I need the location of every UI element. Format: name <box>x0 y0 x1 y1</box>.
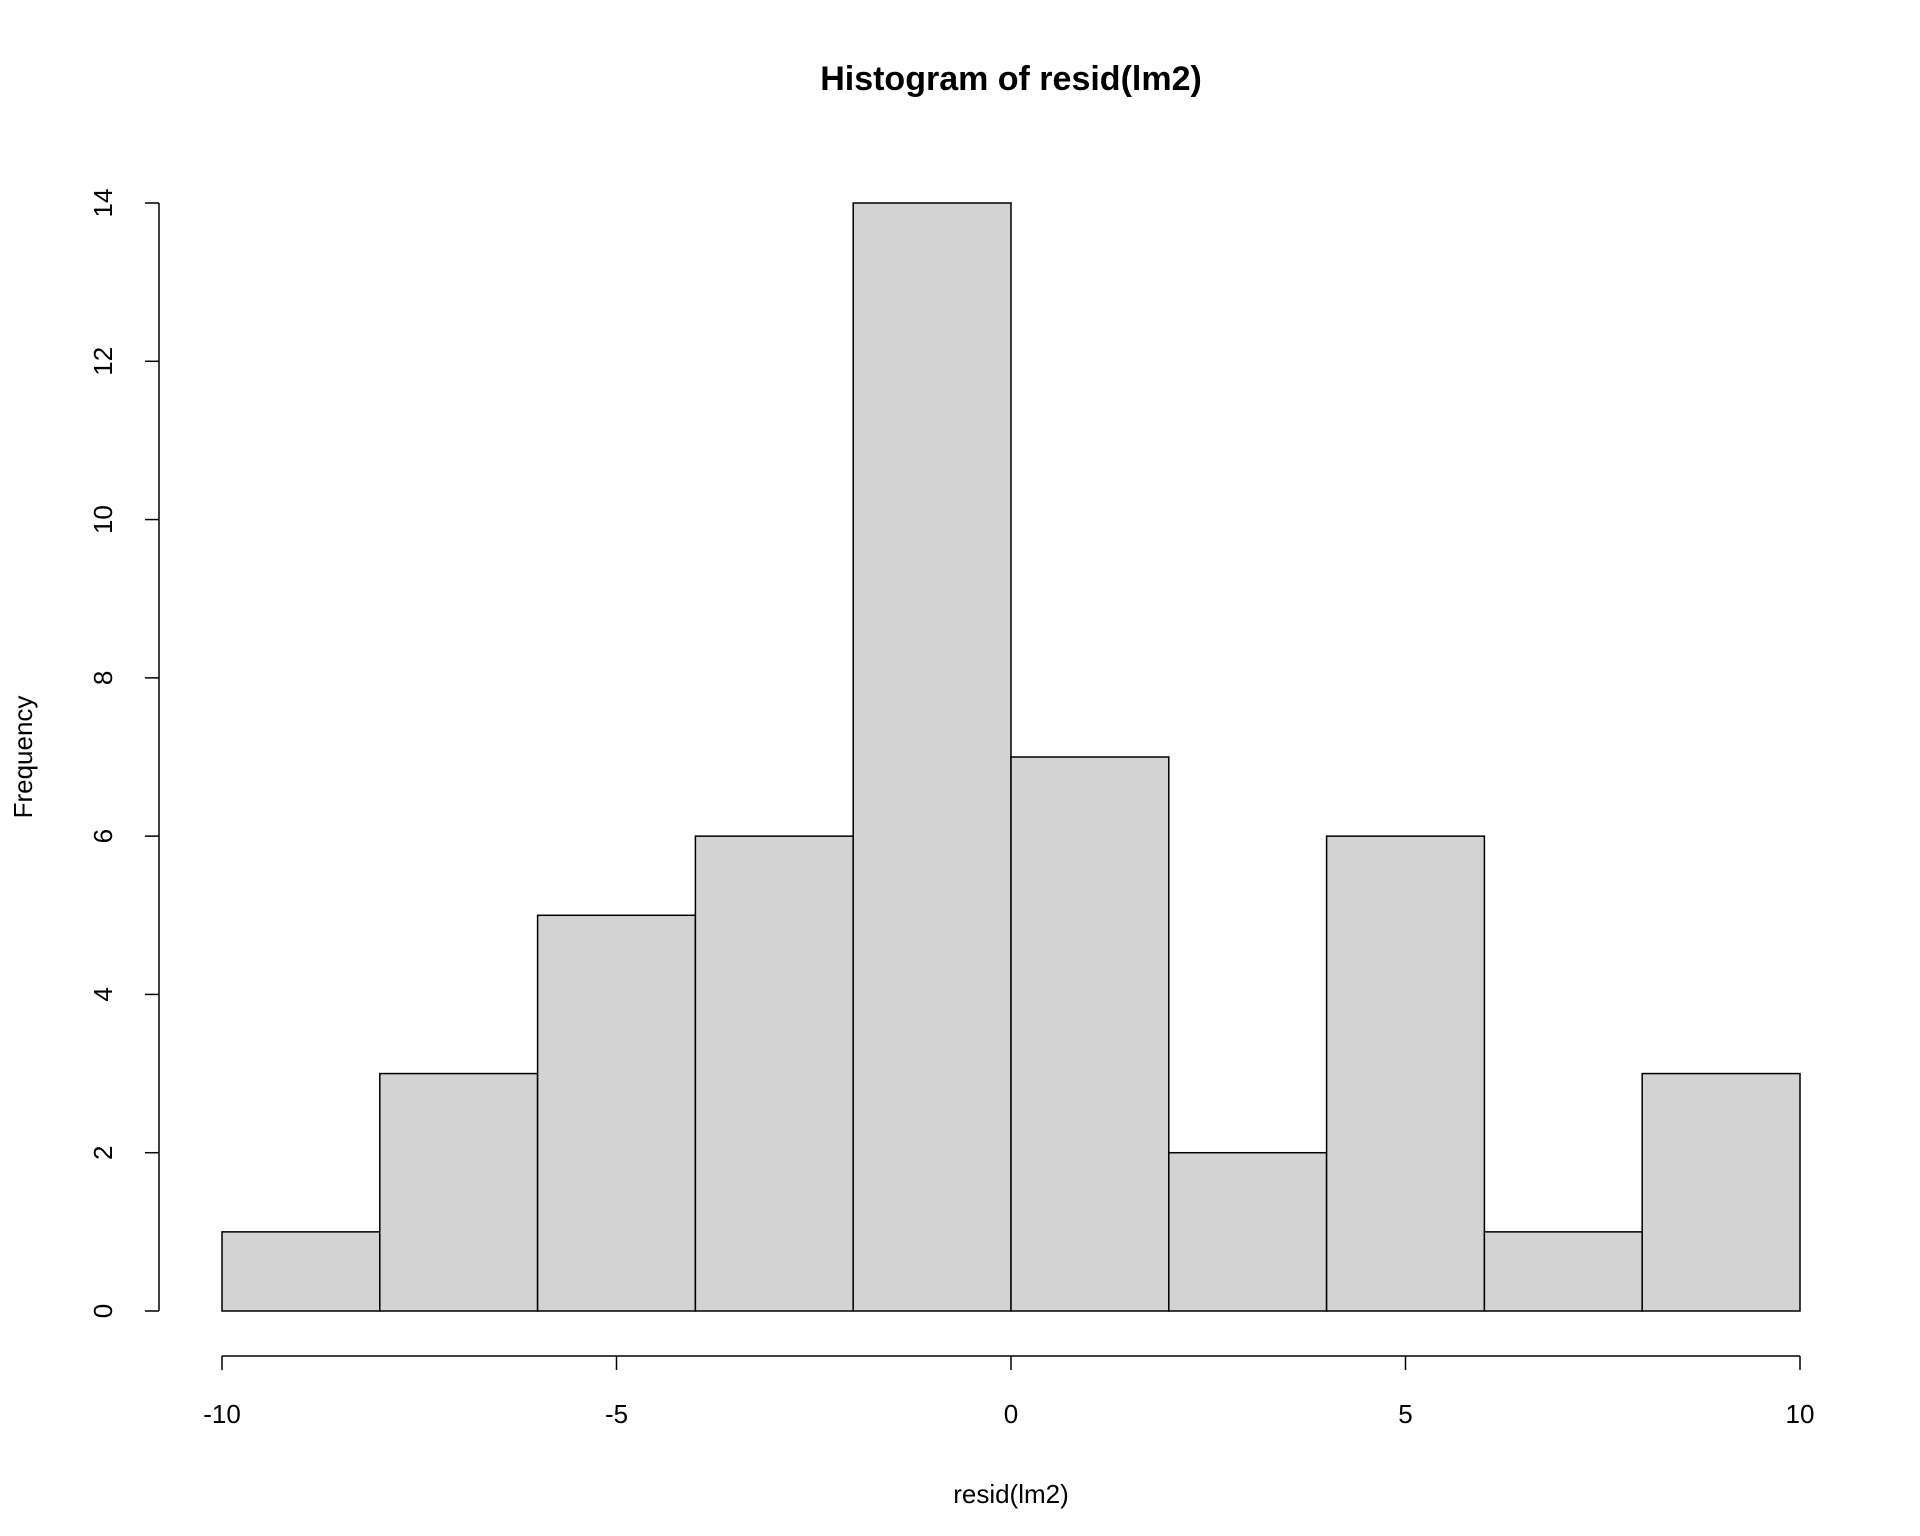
x-tick-label: 0 <box>1004 1399 1018 1429</box>
x-axis-label: resid(lm2) <box>953 1479 1069 1509</box>
bar <box>536 914 697 1312</box>
y-tick-label: 4 <box>88 987 118 1001</box>
x-tick-label: -5 <box>605 1399 628 1429</box>
bar <box>1641 1072 1801 1312</box>
y-tick-label: 6 <box>88 829 118 843</box>
y-tick-label: 0 <box>88 1304 118 1318</box>
y-axis-label: Frequency <box>8 696 38 819</box>
bar <box>1325 835 1486 1312</box>
x-tick-label: 5 <box>1398 1399 1412 1429</box>
y-tick-label: 12 <box>88 347 118 376</box>
x-tick-label: 10 <box>1786 1399 1815 1429</box>
bar <box>852 202 1012 1312</box>
y-tick-label: 2 <box>88 1145 118 1159</box>
chart-title: Histogram of resid(lm2) <box>820 60 1202 98</box>
bar <box>694 835 854 1312</box>
x-tick-label: -10 <box>203 1399 241 1429</box>
y-tick-label: 10 <box>88 505 118 534</box>
y-tick-label: 14 <box>88 189 118 218</box>
bar <box>1168 1151 1328 1312</box>
bar <box>379 1072 539 1312</box>
bar <box>1010 756 1170 1312</box>
bar <box>1483 1231 1643 1312</box>
y-tick-label: 8 <box>88 671 118 685</box>
bar <box>221 1231 381 1312</box>
